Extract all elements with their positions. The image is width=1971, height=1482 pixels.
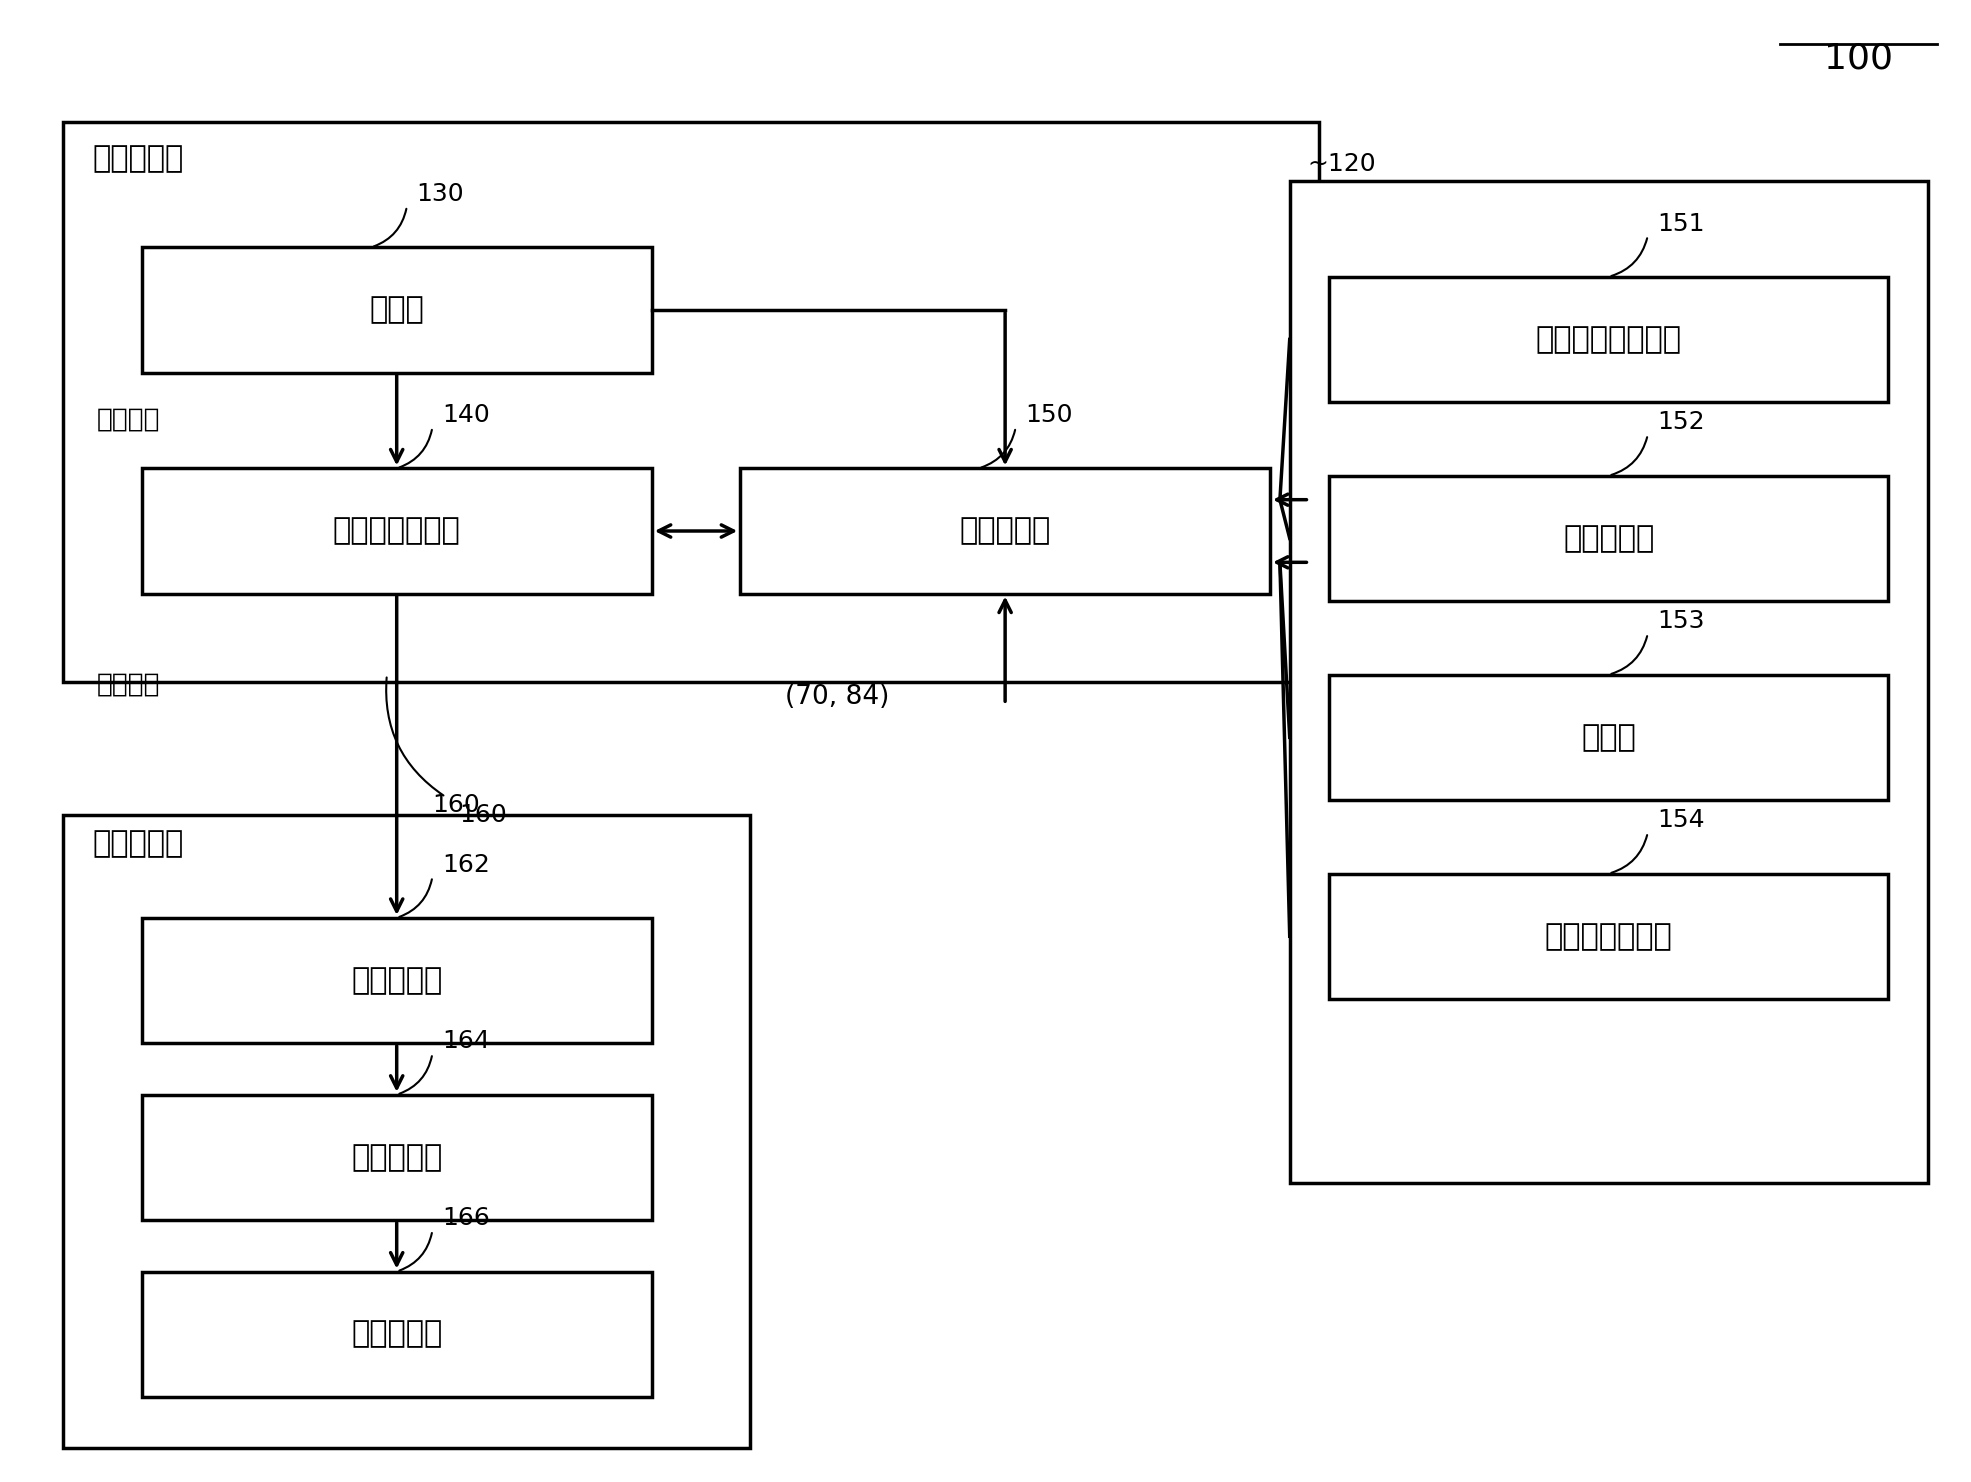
Text: 模式决定部: 模式决定部 <box>960 517 1051 545</box>
Text: 152: 152 <box>1658 411 1705 434</box>
Text: 确定部: 确定部 <box>1581 723 1636 751</box>
Text: 第一控制部: 第一控制部 <box>93 144 183 173</box>
Text: 153: 153 <box>1658 609 1705 633</box>
Bar <box>63 815 751 1448</box>
Text: 驾驶员状态判定部: 驾驶员状态判定部 <box>1535 325 1681 354</box>
Bar <box>741 468 1269 594</box>
Text: 识别部: 识别部 <box>369 295 424 325</box>
Text: 第二取得部: 第二取得部 <box>351 966 442 994</box>
Text: 行动计划生成部: 行动计划生成部 <box>333 517 461 545</box>
Bar <box>142 247 652 372</box>
Text: 150: 150 <box>1025 403 1072 427</box>
Bar <box>1328 476 1888 602</box>
Text: 160: 160 <box>432 793 479 817</box>
Text: 140: 140 <box>442 403 491 427</box>
Text: 100: 100 <box>1825 41 1894 76</box>
Text: 模式变更处理部: 模式变更处理部 <box>1545 922 1673 951</box>
Bar <box>1328 674 1888 800</box>
Bar <box>142 917 652 1043</box>
Text: (70, 84): (70, 84) <box>784 683 889 710</box>
Bar <box>1289 181 1928 1183</box>
Text: 164: 164 <box>442 1030 491 1054</box>
Text: 目标轨道: 目标轨道 <box>97 671 160 698</box>
Text: 151: 151 <box>1658 212 1705 236</box>
Text: 162: 162 <box>442 852 491 876</box>
Bar <box>1328 873 1888 999</box>
Text: 第二控制部: 第二控制部 <box>93 830 183 858</box>
Bar <box>63 122 1319 682</box>
Text: 166: 166 <box>442 1206 491 1230</box>
Text: ~120: ~120 <box>1307 151 1376 175</box>
Text: 154: 154 <box>1658 808 1705 833</box>
Bar <box>142 1272 652 1396</box>
Text: 160: 160 <box>459 803 507 827</box>
Bar <box>142 1095 652 1220</box>
Bar <box>1328 277 1888 402</box>
Text: 识别结果: 识别结果 <box>97 406 160 433</box>
Text: 第一取得部: 第一取得部 <box>1563 523 1654 553</box>
Text: 130: 130 <box>416 182 465 206</box>
Bar <box>142 468 652 594</box>
Text: 转向控制部: 转向控制部 <box>351 1319 442 1349</box>
Text: 速度控制部: 速度控制部 <box>351 1143 442 1172</box>
